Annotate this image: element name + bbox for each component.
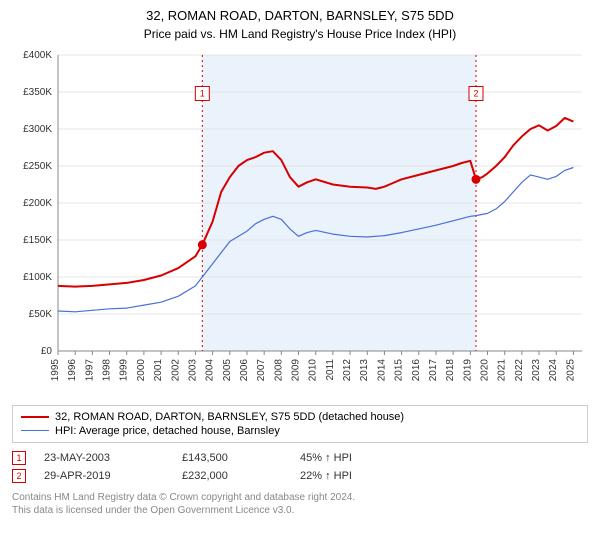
svg-text:2015: 2015 (394, 358, 405, 381)
sale-date: 29-APR-2019 (44, 470, 164, 482)
page-title: 32, ROMAN ROAD, DARTON, BARNSLEY, S75 5D… (10, 8, 590, 25)
svg-text:2003: 2003 (187, 358, 198, 381)
svg-text:£400K: £400K (23, 50, 52, 61)
svg-text:1: 1 (200, 88, 205, 98)
svg-text:2005: 2005 (222, 358, 233, 381)
legend-label: HPI: Average price, detached house, Barn… (55, 425, 280, 437)
svg-text:£150K: £150K (23, 235, 52, 246)
svg-text:2001: 2001 (153, 358, 164, 381)
svg-text:2: 2 (473, 88, 478, 98)
svg-text:2004: 2004 (205, 358, 216, 381)
svg-text:2010: 2010 (308, 358, 319, 381)
svg-text:£300K: £300K (23, 124, 52, 135)
svg-text:2012: 2012 (342, 358, 353, 381)
svg-text:2002: 2002 (170, 358, 181, 381)
sale-price: £143,500 (182, 452, 282, 464)
svg-text:£350K: £350K (23, 87, 52, 98)
svg-text:2020: 2020 (480, 358, 491, 381)
legend-swatch (21, 416, 49, 418)
svg-text:2025: 2025 (565, 358, 576, 381)
svg-text:2017: 2017 (428, 358, 439, 381)
svg-text:1995: 1995 (50, 358, 61, 381)
svg-text:2023: 2023 (531, 358, 542, 381)
svg-text:1997: 1997 (84, 358, 95, 381)
footer-attribution: Contains HM Land Registry data © Crown c… (12, 491, 588, 518)
price-chart: £0 £50K £100K £150K £200K £250K £300K £350K £400… (10, 47, 590, 397)
svg-text:2018: 2018 (445, 358, 456, 381)
svg-text:£250K: £250K (23, 161, 52, 172)
svg-text:£200K: £200K (23, 198, 52, 209)
svg-text:2013: 2013 (359, 358, 370, 381)
svg-text:2022: 2022 (514, 358, 525, 381)
svg-text:2019: 2019 (462, 358, 473, 381)
svg-text:£0: £0 (41, 346, 53, 357)
svg-text:2021: 2021 (497, 358, 508, 381)
svg-text:1998: 1998 (102, 358, 113, 381)
legend-label: 32, ROMAN ROAD, DARTON, BARNSLEY, S75 5D… (55, 411, 404, 423)
sales-table: 1 23-MAY-2003 £143,500 45% ↑ HPI 2 29-APR-201… (12, 449, 588, 485)
sale-marker-icon: 2 (12, 469, 26, 483)
legend: 32, ROMAN ROAD, DARTON, BARNSLEY, S75 5D… (12, 405, 588, 443)
sale-date: 23-MAY-2003 (44, 452, 164, 464)
legend-swatch (21, 430, 49, 431)
sale-marker-icon: 1 (12, 451, 26, 465)
svg-text:1996: 1996 (67, 358, 78, 381)
svg-text:2007: 2007 (256, 358, 267, 381)
legend-item: HPI: Average price, detached house, Barn… (21, 424, 579, 438)
sales-row: 1 23-MAY-2003 £143,500 45% ↑ HPI (12, 449, 588, 467)
sale-price: £232,000 (182, 470, 282, 482)
svg-text:2008: 2008 (273, 358, 284, 381)
footer-line: Contains HM Land Registry data © Crown c… (12, 491, 588, 505)
sale-hpi: 45% ↑ HPI (300, 452, 420, 464)
svg-text:£100K: £100K (23, 272, 52, 283)
sales-row: 2 29-APR-2019 £232,000 22% ↑ HPI (12, 467, 588, 485)
svg-text:2000: 2000 (136, 358, 147, 381)
footer-line: This data is licensed under the Open Gov… (12, 504, 588, 518)
svg-text:£50K: £50K (29, 309, 53, 320)
svg-text:2016: 2016 (411, 358, 422, 381)
legend-item: 32, ROMAN ROAD, DARTON, BARNSLEY, S75 5D… (21, 410, 579, 424)
sale-hpi: 22% ↑ HPI (300, 470, 420, 482)
svg-text:2011: 2011 (325, 358, 336, 380)
svg-text:2014: 2014 (376, 358, 387, 381)
page-subtitle: Price paid vs. HM Land Registry's House … (10, 27, 590, 41)
svg-text:2009: 2009 (291, 358, 302, 381)
svg-text:1999: 1999 (119, 358, 130, 381)
svg-text:2024: 2024 (548, 358, 559, 381)
svg-text:2006: 2006 (239, 358, 250, 381)
